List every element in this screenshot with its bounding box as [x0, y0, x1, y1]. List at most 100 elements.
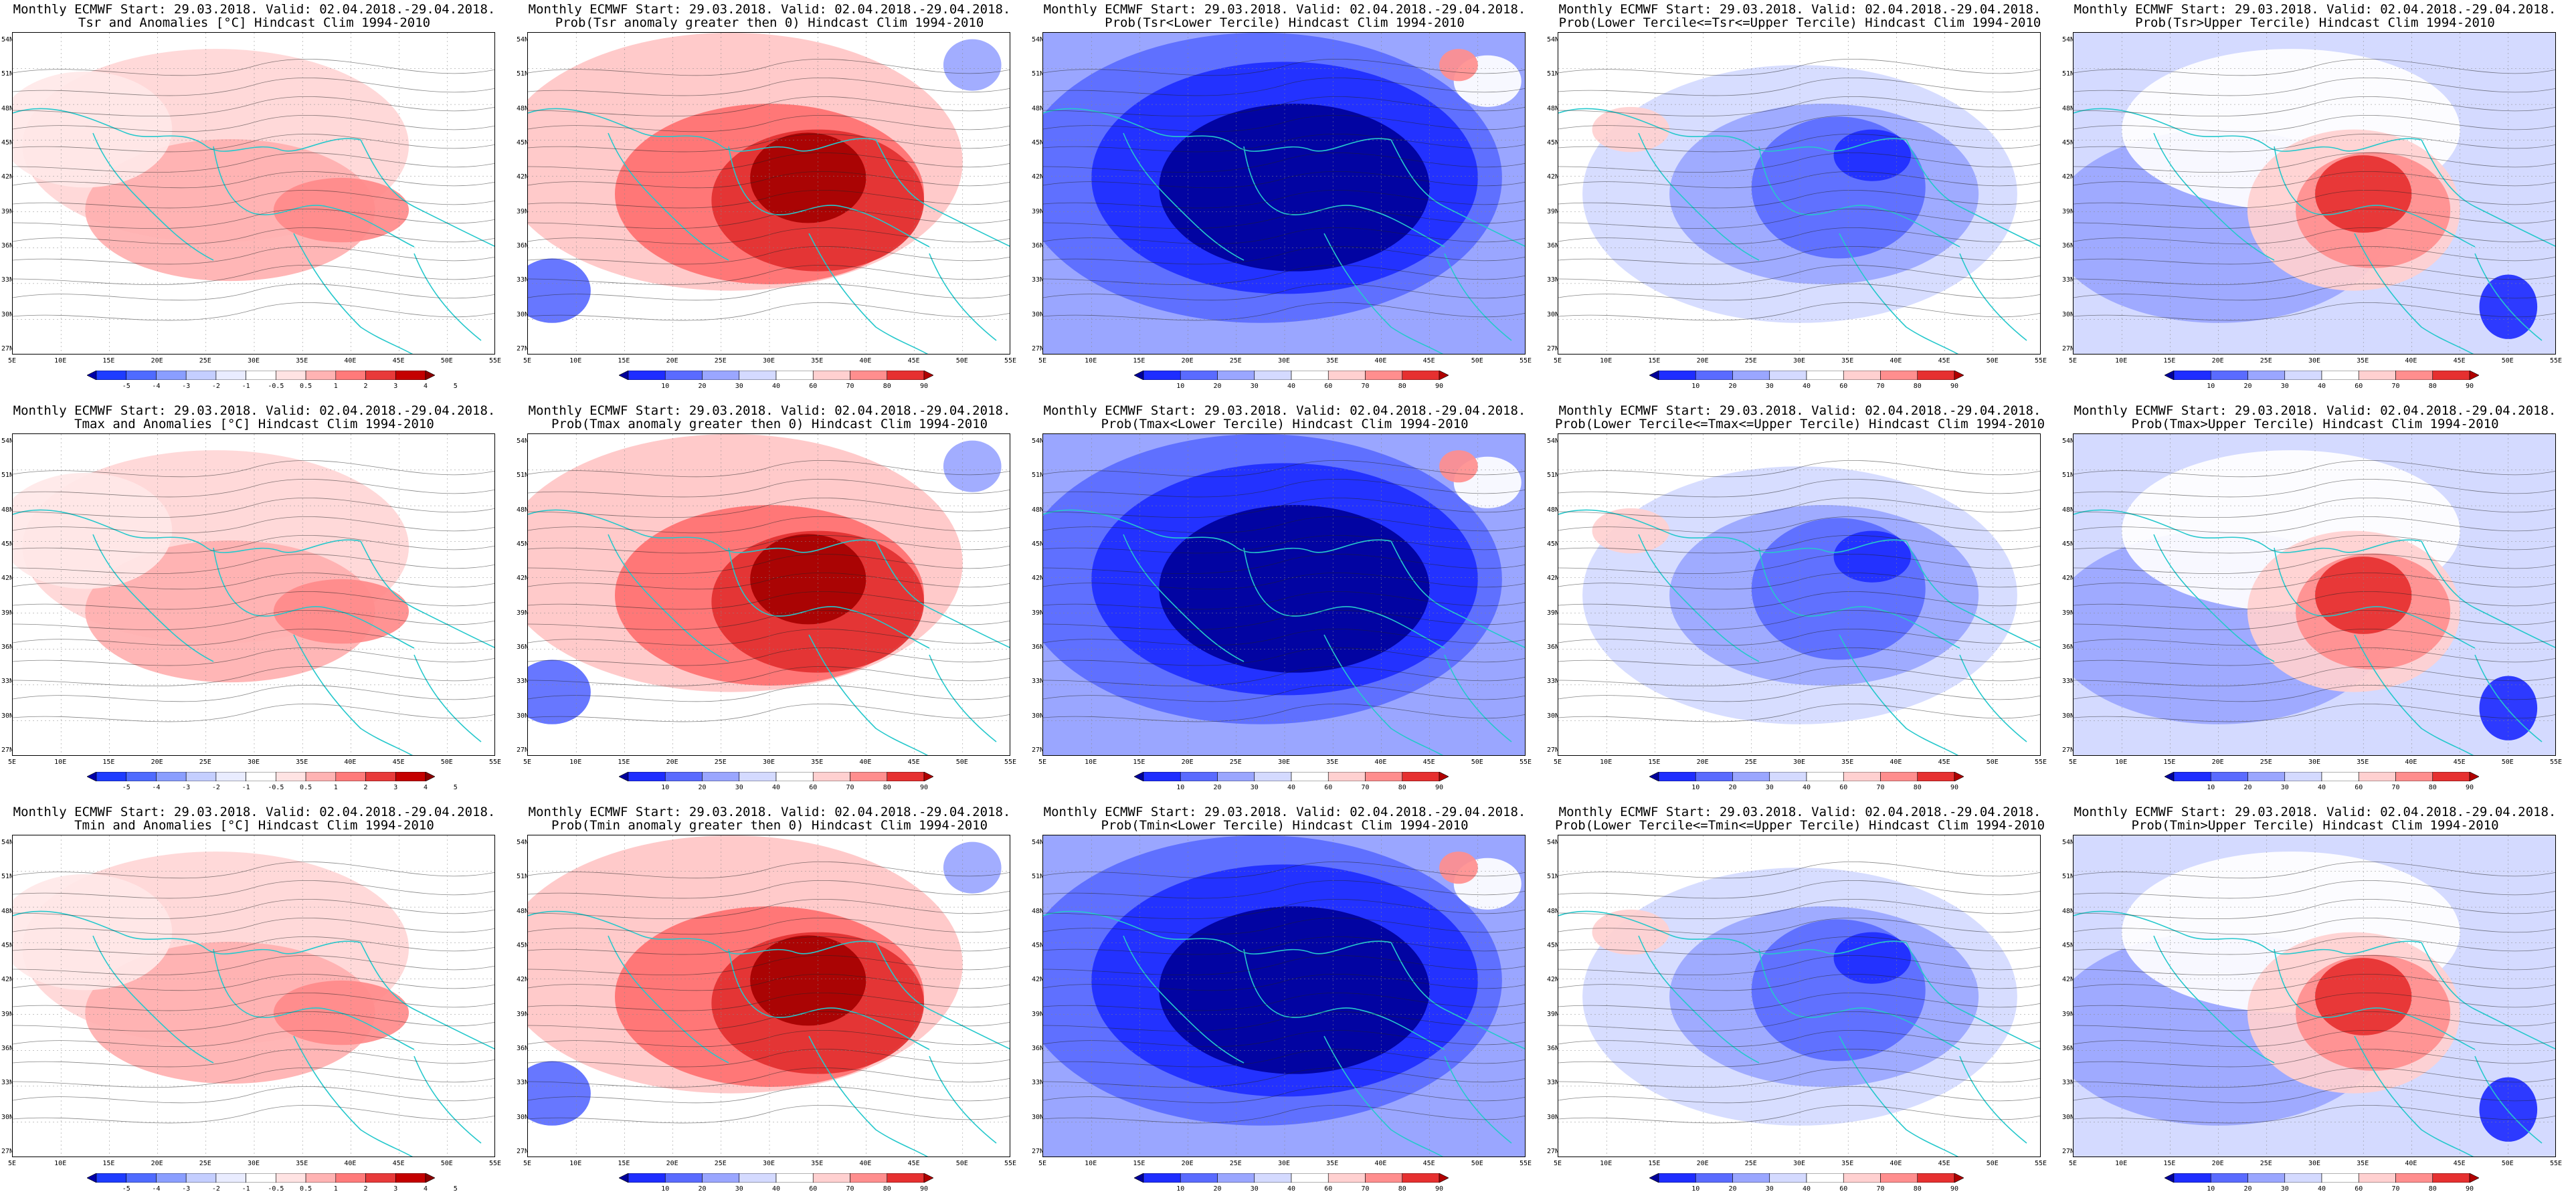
- latitude-label: 51N: [1, 472, 14, 480]
- map-panel: Monthly ECMWF Start: 29.03.2018. Valid: …: [0, 803, 509, 1203]
- colorbar-tick-label: 20: [1728, 383, 1737, 390]
- colorbar-tick-label: 3: [393, 383, 398, 390]
- colorbar-tick-label: 40: [1287, 784, 1296, 791]
- longitude-label: 35E: [2357, 759, 2369, 766]
- colorbar-tick-label: 80: [1913, 1185, 1922, 1193]
- colorbar: [1134, 1173, 1449, 1183]
- longitude-label: 10E: [1085, 357, 1097, 365]
- longitude-label: 20E: [2211, 759, 2224, 766]
- colorbar-tick-label: 10: [1691, 383, 1700, 390]
- longitude-label: 35E: [2357, 1160, 2369, 1167]
- longitude-label: 15E: [618, 1160, 630, 1167]
- longitude-axis: 5E 10E 15E 20E 25E 30E 35E 40E 45E 50E 55E: [523, 759, 1016, 768]
- colorbar-tick-label: 80: [883, 383, 891, 390]
- colorbar-tick-label: 2: [363, 383, 368, 390]
- longitude-label: 20E: [666, 1160, 678, 1167]
- map-panel: Monthly ECMWF Start: 29.03.2018. Valid: …: [2061, 401, 2569, 801]
- longitude-label: 45E: [1938, 1160, 1950, 1167]
- colorbar: [619, 371, 933, 380]
- map-area: [1042, 32, 1526, 355]
- latitude-label: 39N: [1032, 609, 1044, 617]
- colorbar-tick-label: 70: [2391, 383, 2400, 390]
- colorbar-tick-label: 20: [1213, 784, 1222, 791]
- latitude-label: 45N: [1, 942, 14, 949]
- map-area: [12, 835, 495, 1157]
- longitude-label: 5E: [1553, 759, 1562, 766]
- latitude-label: 36N: [1547, 643, 1560, 651]
- longitude-label: 15E: [618, 357, 630, 365]
- colorbar-tick-label: 30: [1765, 784, 1774, 791]
- colorbar-tick-label: 30: [1250, 1185, 1259, 1193]
- map-panel: Monthly ECMWF Start: 29.03.2018. Valid: …: [1546, 401, 2054, 801]
- longitude-label: 40E: [2405, 759, 2417, 766]
- latitude-label: 42N: [517, 976, 529, 984]
- latitude-label: 39N: [2062, 207, 2075, 215]
- colorbar-tick-label: 5: [453, 383, 458, 390]
- latitude-label: 33N: [1, 1079, 14, 1087]
- latitude-label: 27N: [1547, 345, 1560, 353]
- map-area: [527, 32, 1010, 355]
- colorbar-tick-label: -3: [182, 784, 191, 791]
- latitude-label: 45N: [1547, 540, 1560, 548]
- colorbar-tick-label: 40: [1802, 1185, 1811, 1193]
- colorbar-tick-label: -0.5: [268, 784, 284, 791]
- colorbar-tick-label: 70: [1361, 383, 1370, 390]
- longitude-label: 10E: [2115, 357, 2128, 365]
- latitude-label: 45N: [1547, 942, 1560, 949]
- colorbar-tick-label: -2: [211, 383, 220, 390]
- map-area: [1558, 32, 2041, 355]
- latitude-label: 48N: [1, 104, 14, 112]
- latitude-label: 42N: [1547, 575, 1560, 583]
- panel-subtitle: Prob(Tsr<Lower Tercile) Hindcast Clim 19…: [1105, 15, 1465, 30]
- colorbar-tick-label: 10: [2207, 383, 2215, 390]
- colorbar-labels: -5 -4 -3 -2 -1 -0.5 0.5 1 2 3 4 5: [87, 784, 458, 793]
- colorbar-tick-label: 0.5: [300, 383, 312, 390]
- colorbar-tick-label: 90: [1950, 784, 1959, 791]
- longitude-label: 20E: [1181, 759, 1194, 766]
- longitude-axis: 5E 10E 15E 20E 25E 30E 35E 40E 45E 50E 55E: [8, 1160, 501, 1169]
- colorbar-labels: 10 20 30 40 60 70 80 90: [619, 383, 933, 392]
- latitude-label: 27N: [2062, 746, 2075, 754]
- colorbar-tick-label: -0.5: [268, 383, 284, 390]
- map-area: [2073, 32, 2556, 355]
- colorbar-tick-label: 30: [1765, 1185, 1774, 1193]
- latitude-label: 51N: [517, 873, 529, 881]
- longitude-label: 50E: [440, 1160, 453, 1167]
- longitude-label: 25E: [199, 357, 211, 365]
- colorbar-tick-label: 20: [2243, 1185, 2252, 1193]
- latitude-label: 42N: [2062, 173, 2075, 181]
- latitude-label: 33N: [1, 678, 14, 686]
- colorbar-tick-label: 10: [1691, 784, 1700, 791]
- longitude-label: 5E: [7, 759, 17, 766]
- colorbar-tick-label: 3: [393, 784, 398, 791]
- colorbar-tick-label: 20: [698, 784, 707, 791]
- colorbar-tick-label: 40: [2317, 784, 2326, 791]
- colorbar-tick-label: -1: [242, 383, 250, 390]
- latitude-label: 39N: [517, 207, 529, 215]
- colorbar-tick-label: 80: [883, 1185, 891, 1193]
- panel-subtitle: Tmin and Anomalies [°C] Hindcast Clim 19…: [74, 818, 434, 833]
- longitude-label: 55E: [2549, 357, 2563, 365]
- colorbar-labels: -5 -4 -3 -2 -1 -0.5 0.5 1 2 3 4 5: [87, 1185, 458, 1195]
- latitude-label: 36N: [1547, 1045, 1560, 1052]
- latitude-label: 39N: [1, 609, 14, 617]
- colorbar-tick-label: 60: [1324, 1185, 1333, 1193]
- longitude-label: 20E: [151, 759, 163, 766]
- latitude-label: 27N: [2062, 1148, 2075, 1155]
- latitude-label: 54N: [1032, 839, 1044, 846]
- longitude-label: 10E: [1085, 759, 1097, 766]
- longitude-label: 30E: [1792, 357, 1806, 365]
- latitude-label: 48N: [517, 907, 529, 915]
- panel-subtitle: Prob(Lower Tercile<=Tsr<=Upper Tercile) …: [1558, 15, 2041, 30]
- latitude-label: 51N: [1, 873, 14, 881]
- colorbar-tick-label: 1: [333, 1185, 338, 1193]
- longitude-label: 15E: [618, 759, 630, 766]
- colorbar-tick-label: 70: [1361, 784, 1370, 791]
- panel-title: Monthly ECMWF Start: 29.03.2018. Valid: …: [528, 403, 1011, 418]
- colorbar-tick-label: 60: [2355, 1185, 2363, 1193]
- latitude-label: 36N: [1032, 1045, 1044, 1052]
- colorbar-tick-label: 90: [919, 1185, 929, 1193]
- latitude-label: 33N: [2062, 1079, 2075, 1087]
- latitude-label: 30N: [1032, 1113, 1044, 1121]
- map-panel: Monthly ECMWF Start: 29.03.2018. Valid: …: [2061, 803, 2569, 1203]
